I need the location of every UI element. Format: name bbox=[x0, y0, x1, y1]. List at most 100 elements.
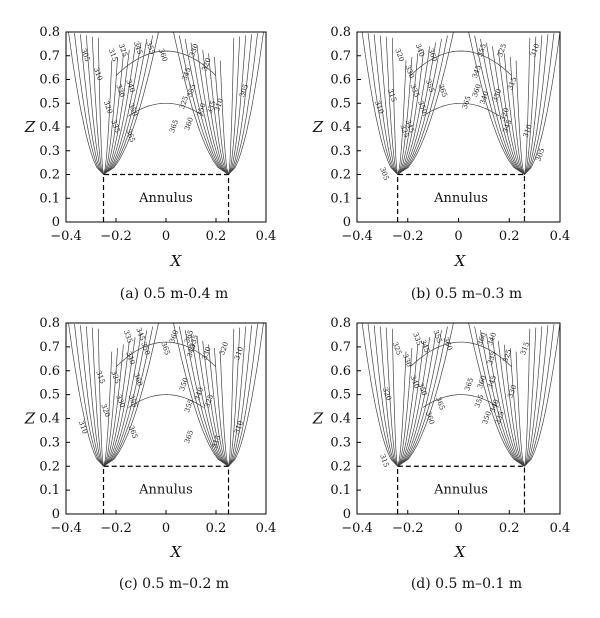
contour-line bbox=[103, 53, 124, 175]
contour-label: 330 bbox=[201, 346, 213, 361]
contour-line bbox=[214, 348, 229, 467]
x-tick-label: −0.4 bbox=[341, 521, 373, 536]
contour-label: 325 bbox=[501, 348, 513, 363]
contour-line bbox=[68, 31, 104, 175]
contour-line bbox=[367, 33, 398, 175]
contour-label: 305 bbox=[378, 166, 390, 181]
y-tick-label: 0 bbox=[343, 507, 351, 522]
x-tick-label: 0.4 bbox=[550, 521, 571, 536]
chart-panel-2: 310 315 320 325 330 335 340 345 350 355 360 365 305 3… bbox=[312, 25, 571, 302]
contour-line bbox=[373, 325, 398, 467]
contour-line bbox=[397, 337, 431, 467]
contour-line bbox=[397, 344, 419, 467]
y-tick-label: 0 bbox=[343, 215, 351, 230]
contour-line bbox=[503, 344, 525, 467]
contour-label: 335 bbox=[409, 83, 421, 98]
contour-line bbox=[524, 325, 549, 467]
y-tick-label: 0.8 bbox=[330, 316, 351, 331]
contour-line bbox=[524, 324, 555, 467]
contour-label: 365 bbox=[461, 95, 473, 110]
contour-label: 310 bbox=[522, 123, 534, 138]
contour-line bbox=[397, 326, 448, 467]
contour-line bbox=[422, 102, 500, 117]
y-tick-label: 0 bbox=[52, 507, 60, 522]
contour-line bbox=[492, 46, 525, 175]
contour-labels: 3103153203253303353403453503553603653653… bbox=[77, 327, 245, 450]
contour-line bbox=[397, 333, 436, 467]
contour-label: 340 bbox=[124, 350, 136, 365]
contour-line bbox=[468, 31, 525, 175]
contour-line bbox=[361, 31, 398, 175]
contour-line bbox=[115, 50, 217, 76]
contour-line bbox=[115, 341, 217, 368]
contour-label: 340 bbox=[414, 43, 426, 58]
contour-label: 360 bbox=[157, 47, 169, 62]
contour-label: 360 bbox=[426, 47, 438, 62]
contour-label: 365 bbox=[127, 424, 139, 439]
y-tick-label: 0.4 bbox=[39, 120, 60, 135]
contour-label: 320 bbox=[218, 341, 230, 356]
contour-line bbox=[184, 330, 229, 467]
contour-line bbox=[103, 39, 148, 175]
contour-label: 325 bbox=[117, 43, 129, 58]
contour-line bbox=[228, 36, 241, 175]
y-tick-label: 0.7 bbox=[330, 340, 351, 355]
contour-line bbox=[228, 34, 252, 175]
y-tick-label: 0.8 bbox=[39, 25, 60, 40]
x-tick-label: 0 bbox=[454, 521, 462, 536]
contour-line bbox=[486, 333, 525, 467]
contour-label: 365 bbox=[434, 396, 446, 411]
contour-line bbox=[515, 60, 525, 175]
contour-line bbox=[184, 39, 229, 175]
x-tick-label: −0.2 bbox=[100, 229, 132, 244]
y-tick-label: 0.4 bbox=[330, 120, 351, 135]
contour-label: 355 bbox=[186, 83, 198, 98]
contour-line bbox=[228, 35, 247, 175]
contour-label: 355 bbox=[424, 78, 436, 93]
y-axis-label: Z bbox=[24, 410, 36, 428]
contour-line bbox=[486, 42, 525, 175]
contour-line bbox=[524, 31, 561, 175]
x-tick-label: 0.2 bbox=[499, 229, 520, 244]
contour-line bbox=[503, 53, 525, 175]
contour-label: 310 bbox=[529, 43, 541, 58]
contour-label: 335 bbox=[122, 329, 134, 344]
contour-labels: 310 315 320 325 330 335 340 345 350 355 360 365 305 3… bbox=[373, 43, 546, 182]
contour-line bbox=[228, 326, 247, 467]
y-tick-label: 0.1 bbox=[39, 191, 60, 206]
y-tick-label: 0.7 bbox=[39, 49, 60, 64]
y-tick-label: 0.5 bbox=[330, 388, 351, 403]
contour-label: 350 bbox=[416, 100, 428, 115]
contour-line bbox=[173, 322, 229, 467]
contour-label: 325 bbox=[109, 370, 121, 385]
contour-line bbox=[397, 60, 407, 175]
contour-line bbox=[524, 322, 561, 467]
contour-line bbox=[397, 348, 413, 467]
contour-label: 350 bbox=[481, 410, 493, 425]
contour-line bbox=[509, 56, 525, 175]
contour-line bbox=[202, 340, 229, 467]
contour-line bbox=[128, 394, 204, 408]
contour-line bbox=[86, 326, 104, 467]
contour-line bbox=[391, 37, 398, 175]
contour-line bbox=[91, 327, 104, 467]
contour-line bbox=[103, 326, 154, 467]
contour-label: 360 bbox=[132, 372, 144, 387]
contour-label: 325 bbox=[203, 393, 215, 408]
contour-line bbox=[228, 325, 252, 467]
contour-line bbox=[103, 56, 118, 175]
contour-line bbox=[202, 49, 229, 175]
contour-line bbox=[474, 35, 525, 175]
contour-label: 365 bbox=[159, 341, 171, 356]
contour-label: 355 bbox=[476, 43, 488, 58]
contour-line bbox=[103, 42, 142, 175]
contour-line bbox=[228, 324, 258, 467]
contour-line bbox=[492, 337, 525, 467]
contour-line bbox=[524, 37, 531, 175]
contour-label: 305 bbox=[79, 47, 91, 62]
y-tick-label: 0.3 bbox=[39, 144, 60, 159]
x-tick-label: 0.2 bbox=[499, 521, 520, 536]
y-tick-label: 0.1 bbox=[330, 483, 351, 498]
